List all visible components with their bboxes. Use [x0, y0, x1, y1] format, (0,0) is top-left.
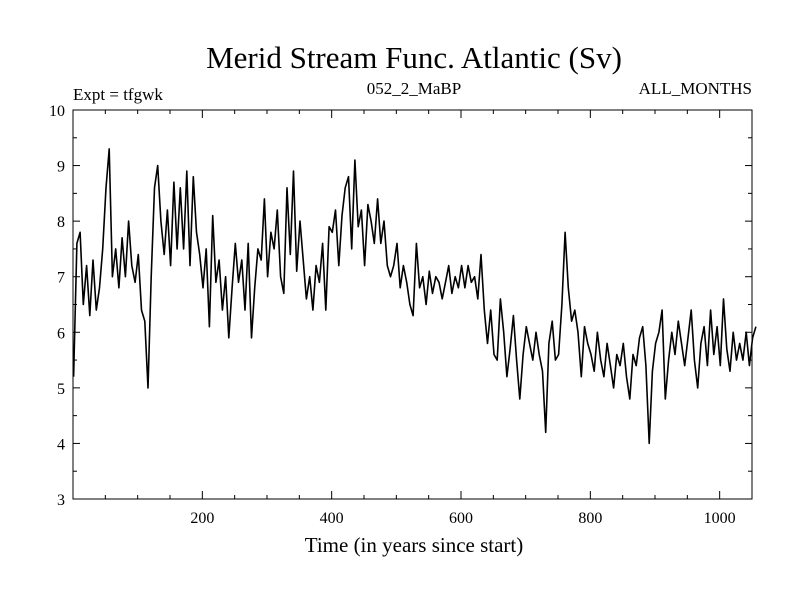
x-tick-label: 600	[449, 510, 473, 527]
x-axis: 200 400 600 800 1000	[104, 110, 736, 527]
x-tick-label: 400	[320, 510, 344, 527]
plot-frame	[72, 109, 753, 500]
y-tick-label: 9	[57, 159, 65, 176]
chart-title: Merid Stream Func. Atlantic (Sv)	[206, 40, 622, 75]
x-axis-label: Time (in years since start)	[305, 533, 524, 557]
subtitle-left: Expt = tfgwk	[73, 85, 163, 104]
subtitle-center: 052_2_MaBP	[367, 79, 461, 98]
y-tick-label: 5	[57, 381, 65, 398]
y-tick-label: 8	[57, 214, 65, 231]
y-axis: 3 4 5 6 7 8 9 10	[49, 103, 752, 509]
x-tick-label: 200	[190, 510, 214, 527]
y-tick-label: 3	[57, 492, 65, 509]
y-tick-label: 7	[57, 270, 65, 287]
x-tick-label: 1000	[704, 510, 736, 527]
y-tick-label: 4	[57, 436, 65, 453]
y-tick-label: 10	[49, 103, 65, 120]
series-line	[72, 148, 757, 445]
x-tick-label: 800	[578, 510, 602, 527]
subtitle-right: ALL_MONTHS	[639, 79, 752, 98]
y-tick-label: 6	[57, 325, 65, 342]
